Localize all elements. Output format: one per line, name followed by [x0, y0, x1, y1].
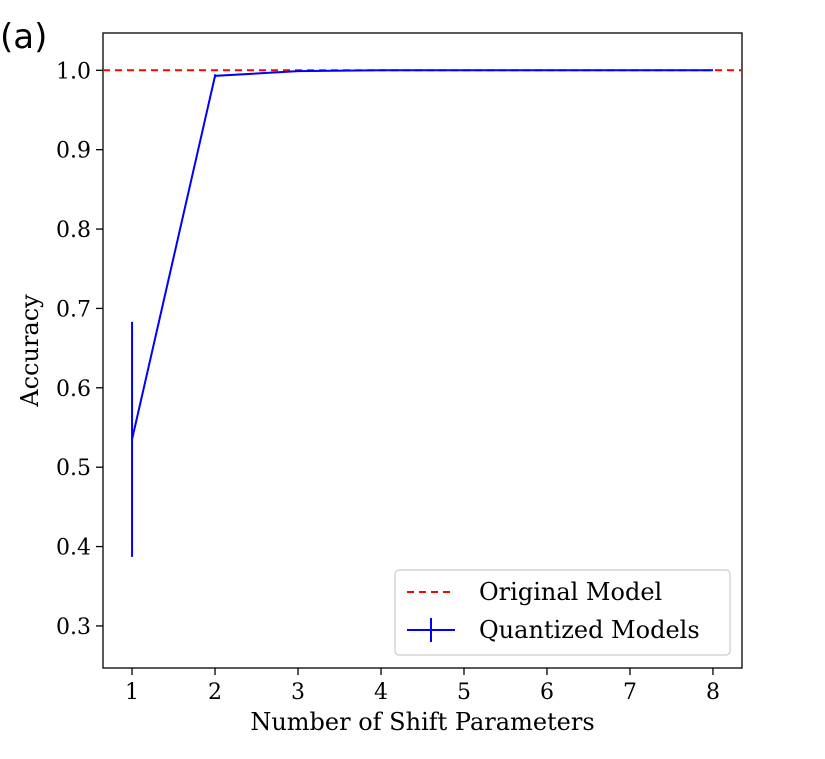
x-tick-label: 3	[291, 680, 305, 705]
y-tick-label: 1.0	[56, 59, 91, 84]
y-axis-ticks: 0.3 0.4 0.5 0.6 0.7 0.8 0.9 1.0	[56, 59, 103, 640]
y-tick-label: 0.9	[56, 139, 91, 164]
legend-label-quantized-models: Quantized Models	[479, 616, 700, 644]
plot-frame	[102, 32, 743, 669]
x-tick-label: 4	[374, 680, 388, 705]
x-tick-label: 8	[706, 680, 720, 705]
legend-label-original-model: Original Model	[479, 578, 662, 606]
y-tick-label: 0.6	[56, 377, 91, 402]
y-axis-label: Accuracy	[16, 294, 44, 408]
x-tick-label: 2	[208, 680, 222, 705]
x-axis-ticks: 1 2 3 4 5 6 7 8	[125, 668, 720, 705]
series-layer	[103, 69, 742, 557]
x-tick-label: 6	[540, 680, 554, 705]
y-tick-label: 0.4	[56, 536, 91, 561]
x-tick-label: 5	[457, 680, 471, 705]
x-axis-label: Number of Shift Parameters	[250, 708, 594, 736]
panel-label: (a)	[0, 17, 47, 57]
y-tick-label: 0.5	[56, 456, 91, 481]
x-tick-label: 7	[623, 680, 637, 705]
legend-box	[394, 569, 731, 656]
y-tick-label: 0.8	[56, 218, 91, 243]
x-tick-label: 1	[125, 680, 139, 705]
legend: Original Model Quantized Models	[394, 569, 731, 656]
quantized-models-line	[131, 69, 713, 440]
y-tick-label: 0.7	[56, 297, 91, 322]
y-tick-label: 0.3	[56, 615, 91, 640]
